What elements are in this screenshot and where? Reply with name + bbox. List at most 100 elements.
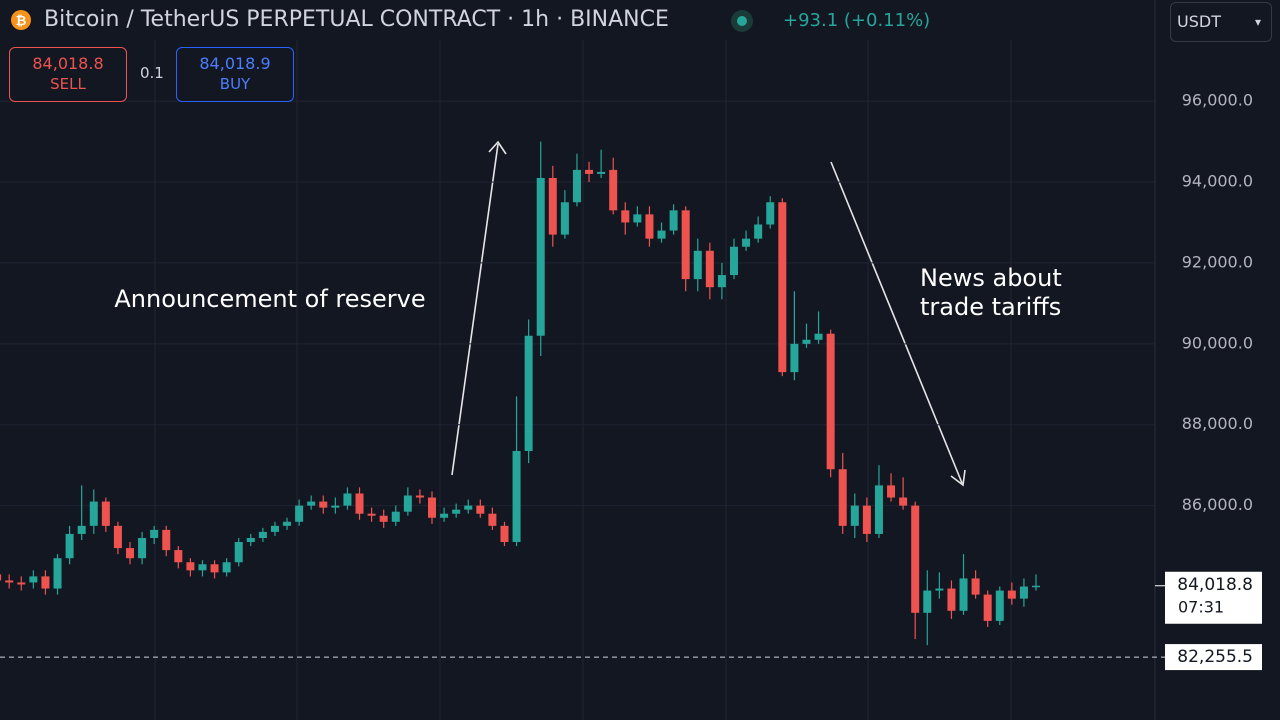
candle-body xyxy=(826,333,835,470)
candle-body xyxy=(391,511,400,522)
candle-body xyxy=(850,505,859,526)
sell-button[interactable]: 84,018.8 SELL xyxy=(9,47,127,102)
candle-body xyxy=(995,590,1004,621)
candle-body xyxy=(222,562,231,573)
candle-body xyxy=(234,542,243,563)
candle-body xyxy=(862,505,871,534)
candle-body xyxy=(29,576,38,583)
candle-body xyxy=(874,485,883,534)
candle-body xyxy=(488,513,497,526)
candle-body xyxy=(512,451,521,543)
candle-body xyxy=(379,515,388,522)
y-tick-label: 92,000.0 xyxy=(1182,252,1253,271)
candle-body xyxy=(440,513,449,518)
candle-body xyxy=(343,493,352,506)
annotation: trade tariffs xyxy=(920,293,1061,321)
candle-body xyxy=(162,529,171,551)
candle-body xyxy=(560,202,569,235)
candle-body xyxy=(621,210,630,223)
candle-body xyxy=(899,497,908,506)
candle-body xyxy=(174,550,183,563)
candle-body xyxy=(210,564,219,573)
candle-body xyxy=(295,505,304,522)
y-tick-label: 86,000.0 xyxy=(1182,495,1253,514)
svg-text:₿: ₿ xyxy=(16,14,27,29)
candle-body xyxy=(403,495,412,512)
candle-body xyxy=(258,531,267,538)
candle-body xyxy=(609,169,618,211)
candle-body xyxy=(355,493,364,514)
candle-body xyxy=(101,501,110,526)
candle-body xyxy=(887,485,896,498)
candle-body xyxy=(113,525,122,549)
candle-body xyxy=(476,505,485,514)
y-tick-label: 88,000.0 xyxy=(1182,414,1253,433)
candle-body xyxy=(633,214,642,223)
candle-body xyxy=(89,501,98,526)
candle-body xyxy=(790,343,799,373)
candle-body xyxy=(428,497,436,518)
candle-body xyxy=(971,578,980,595)
candle-body xyxy=(814,333,823,340)
candle-body xyxy=(41,576,50,589)
candle-body xyxy=(65,533,74,559)
candle-body xyxy=(246,537,255,543)
currency-selector[interactable]: USDT ▾ xyxy=(1170,2,1272,42)
candle-body xyxy=(150,529,159,538)
candle-body xyxy=(572,169,581,203)
candle-body xyxy=(77,525,86,534)
price-change: +93.1 (+0.11%) xyxy=(783,10,931,31)
candle-body xyxy=(681,210,690,280)
symbol-title: Bitcoin / TetherUS PERPETUAL CONTRACT · … xyxy=(44,7,669,32)
candle-body xyxy=(645,214,654,239)
candle-body xyxy=(307,501,316,506)
candle-body xyxy=(923,590,932,613)
y-tick-label: 94,000.0 xyxy=(1182,172,1253,191)
candle-body xyxy=(766,202,775,225)
countdown: 07:31 xyxy=(1178,597,1224,616)
candle-body xyxy=(717,275,726,288)
candle-body xyxy=(283,521,292,526)
buy-button[interactable]: 84,018.9 BUY xyxy=(176,47,294,102)
sell-label: SELL xyxy=(50,75,86,93)
candle-body xyxy=(983,594,992,621)
candle-body xyxy=(500,525,509,543)
last-price-label: 84,018.8 xyxy=(1177,575,1253,595)
candle-body xyxy=(1032,585,1040,588)
candle-body xyxy=(585,169,594,174)
candle-body xyxy=(17,582,26,585)
candle-body xyxy=(536,177,545,336)
candle-body xyxy=(367,513,376,516)
y-tick-label: 90,000.0 xyxy=(1182,333,1253,352)
candle-body xyxy=(331,505,340,508)
currency: USDT xyxy=(1177,12,1221,31)
candle-body xyxy=(126,548,134,559)
candle-body xyxy=(657,230,666,239)
annotation: Announcement of reserve xyxy=(114,285,425,313)
alert-label-box xyxy=(1165,644,1262,671)
candle-body xyxy=(947,588,956,611)
alert-label: 82,255.5 xyxy=(1177,647,1253,667)
bitcoin-icon: ₿ xyxy=(11,10,31,30)
candle-body xyxy=(705,250,714,288)
buy-price: 84,018.9 xyxy=(199,54,271,73)
candle-body xyxy=(778,202,787,373)
candle-body xyxy=(669,210,678,231)
candle-body xyxy=(524,335,533,452)
arrows xyxy=(451,140,966,487)
candle-body xyxy=(5,580,14,583)
candle-body xyxy=(693,250,702,280)
candle-body xyxy=(802,339,811,344)
candle-body xyxy=(186,562,195,571)
sell-price: 84,018.8 xyxy=(32,54,104,73)
candle-body xyxy=(838,469,847,526)
time-grid xyxy=(154,40,1012,720)
buy-label: BUY xyxy=(219,75,251,93)
candle-body xyxy=(730,246,738,276)
candle-body xyxy=(754,224,763,239)
candle-body xyxy=(415,495,424,498)
candle-body xyxy=(1007,590,1016,599)
y-tick-label: 96,000.0 xyxy=(1182,91,1253,110)
